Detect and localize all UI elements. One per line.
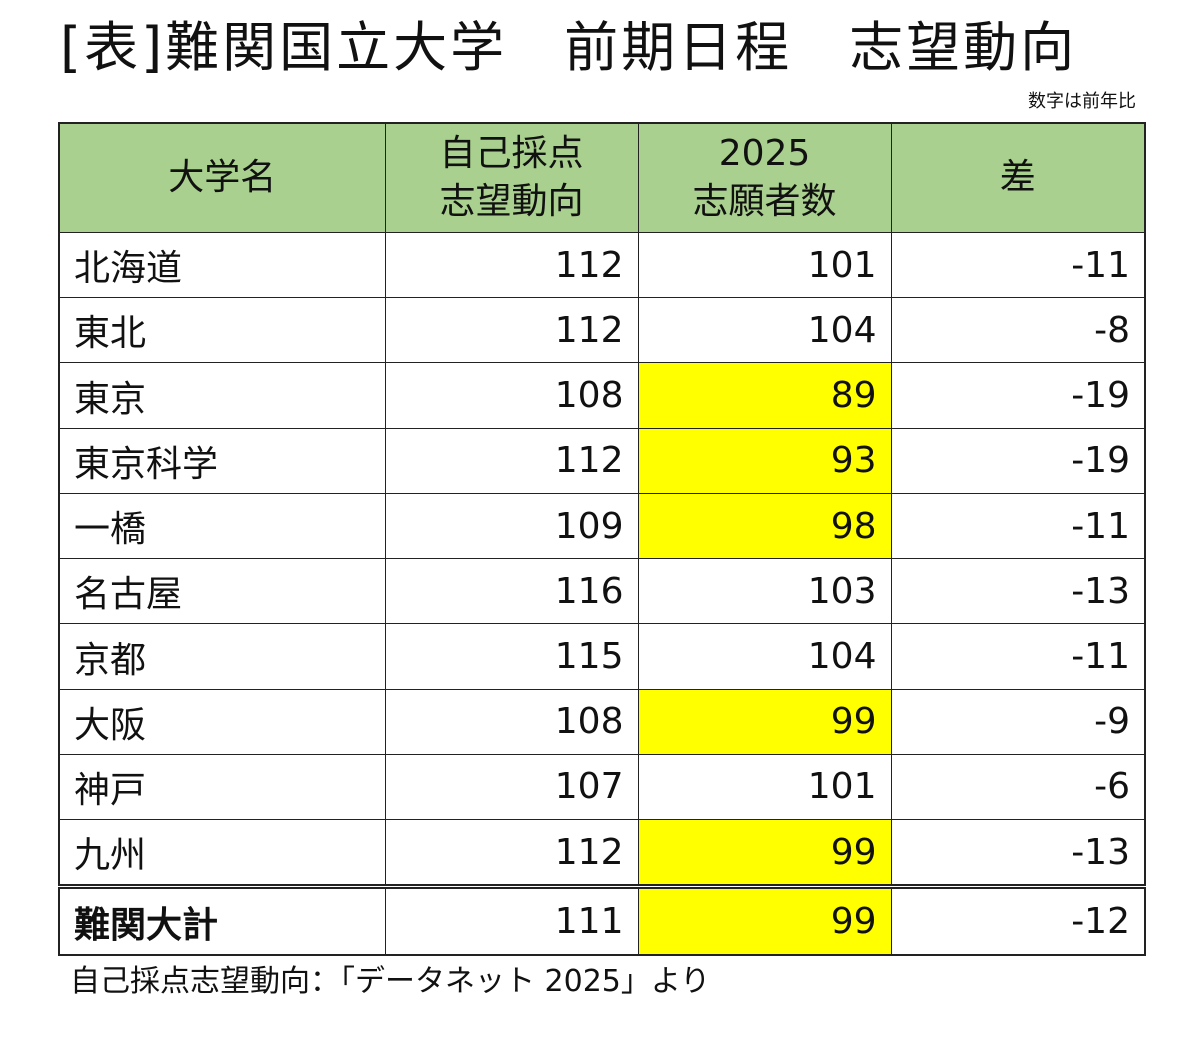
university-name: 京都 bbox=[58, 623, 386, 690]
header-applicants-2025: 2025 志願者数 bbox=[637, 122, 892, 233]
self-score-value: 112 bbox=[384, 819, 639, 888]
total-label: 難関大計 bbox=[58, 884, 386, 956]
self-score-value: 109 bbox=[384, 492, 639, 560]
table-row: 神戸 107 101 -6 bbox=[58, 753, 1146, 821]
self-score-value: 112 bbox=[384, 297, 639, 364]
difference-value: -13 bbox=[890, 558, 1146, 625]
applicants-value-highlighted: 98 bbox=[637, 492, 892, 560]
applicants-value-highlighted: 99 bbox=[637, 819, 892, 888]
table-row: 東京科学 112 93 -19 bbox=[58, 427, 1146, 494]
source-note: 自己採点志望動向：「データネット 2025」より bbox=[70, 964, 711, 999]
table-row: 東北 112 104 -8 bbox=[58, 297, 1146, 364]
university-name: 東京 bbox=[58, 362, 386, 429]
total-row: 難関大計 111 99 -12 bbox=[58, 884, 1146, 956]
self-score-value: 112 bbox=[384, 427, 639, 494]
units-note: 数字は前年比 bbox=[1028, 91, 1136, 112]
applicant-trend-table: 大学名 自己採点 志望動向 2025 志願者数 差 北海道 112 101 -1… bbox=[58, 122, 1146, 956]
total-difference-value: -12 bbox=[890, 884, 1146, 956]
applicants-value: 103 bbox=[637, 558, 892, 625]
applicants-value-highlighted: 89 bbox=[637, 362, 892, 429]
header-university: 大学名 bbox=[58, 122, 386, 233]
difference-value: -6 bbox=[890, 753, 1146, 821]
applicants-value: 104 bbox=[637, 623, 892, 690]
university-name: 一橋 bbox=[58, 492, 386, 560]
self-score-value: 116 bbox=[384, 558, 639, 625]
table-row: 京都 115 104 -11 bbox=[58, 623, 1146, 690]
self-score-value: 107 bbox=[384, 753, 639, 821]
table-row: 一橋 109 98 -11 bbox=[58, 492, 1146, 560]
table-row: 九州 112 99 -13 bbox=[58, 819, 1146, 888]
university-name: 神戸 bbox=[58, 753, 386, 821]
self-score-value: 115 bbox=[384, 623, 639, 690]
total-applicants-value-highlighted: 99 bbox=[637, 884, 892, 956]
table-row: 大阪 108 99 -9 bbox=[58, 688, 1146, 755]
page-title: [表]難関国立大学 前期日程 志望動向 bbox=[60, 16, 1078, 79]
university-name: 名古屋 bbox=[58, 558, 386, 625]
applicants-value-highlighted: 93 bbox=[637, 427, 892, 494]
table-row: 東京 108 89 -19 bbox=[58, 362, 1146, 429]
university-name: 東京科学 bbox=[58, 427, 386, 494]
difference-value: -19 bbox=[890, 427, 1146, 494]
difference-value: -11 bbox=[890, 623, 1146, 690]
university-name: 大阪 bbox=[58, 688, 386, 755]
applicants-value: 101 bbox=[637, 753, 892, 821]
applicants-value: 104 bbox=[637, 297, 892, 364]
self-score-value: 108 bbox=[384, 362, 639, 429]
self-score-value: 112 bbox=[384, 231, 639, 299]
header-self-score-trend: 自己採点 志望動向 bbox=[384, 122, 639, 233]
difference-value: -8 bbox=[890, 297, 1146, 364]
difference-value: -19 bbox=[890, 362, 1146, 429]
header-difference: 差 bbox=[890, 122, 1146, 233]
table-row: 北海道 112 101 -11 bbox=[58, 231, 1146, 299]
university-name: 北海道 bbox=[58, 231, 386, 299]
difference-value: -9 bbox=[890, 688, 1146, 755]
difference-value: -11 bbox=[890, 231, 1146, 299]
difference-value: -13 bbox=[890, 819, 1146, 888]
applicants-value-highlighted: 99 bbox=[637, 688, 892, 755]
applicants-value: 101 bbox=[637, 231, 892, 299]
header-row: 大学名 自己採点 志望動向 2025 志願者数 差 bbox=[58, 122, 1146, 233]
university-name: 東北 bbox=[58, 297, 386, 364]
table-row: 名古屋 116 103 -13 bbox=[58, 558, 1146, 625]
total-self-score-value: 111 bbox=[384, 884, 639, 956]
self-score-value: 108 bbox=[384, 688, 639, 755]
university-name: 九州 bbox=[58, 819, 386, 888]
difference-value: -11 bbox=[890, 492, 1146, 560]
